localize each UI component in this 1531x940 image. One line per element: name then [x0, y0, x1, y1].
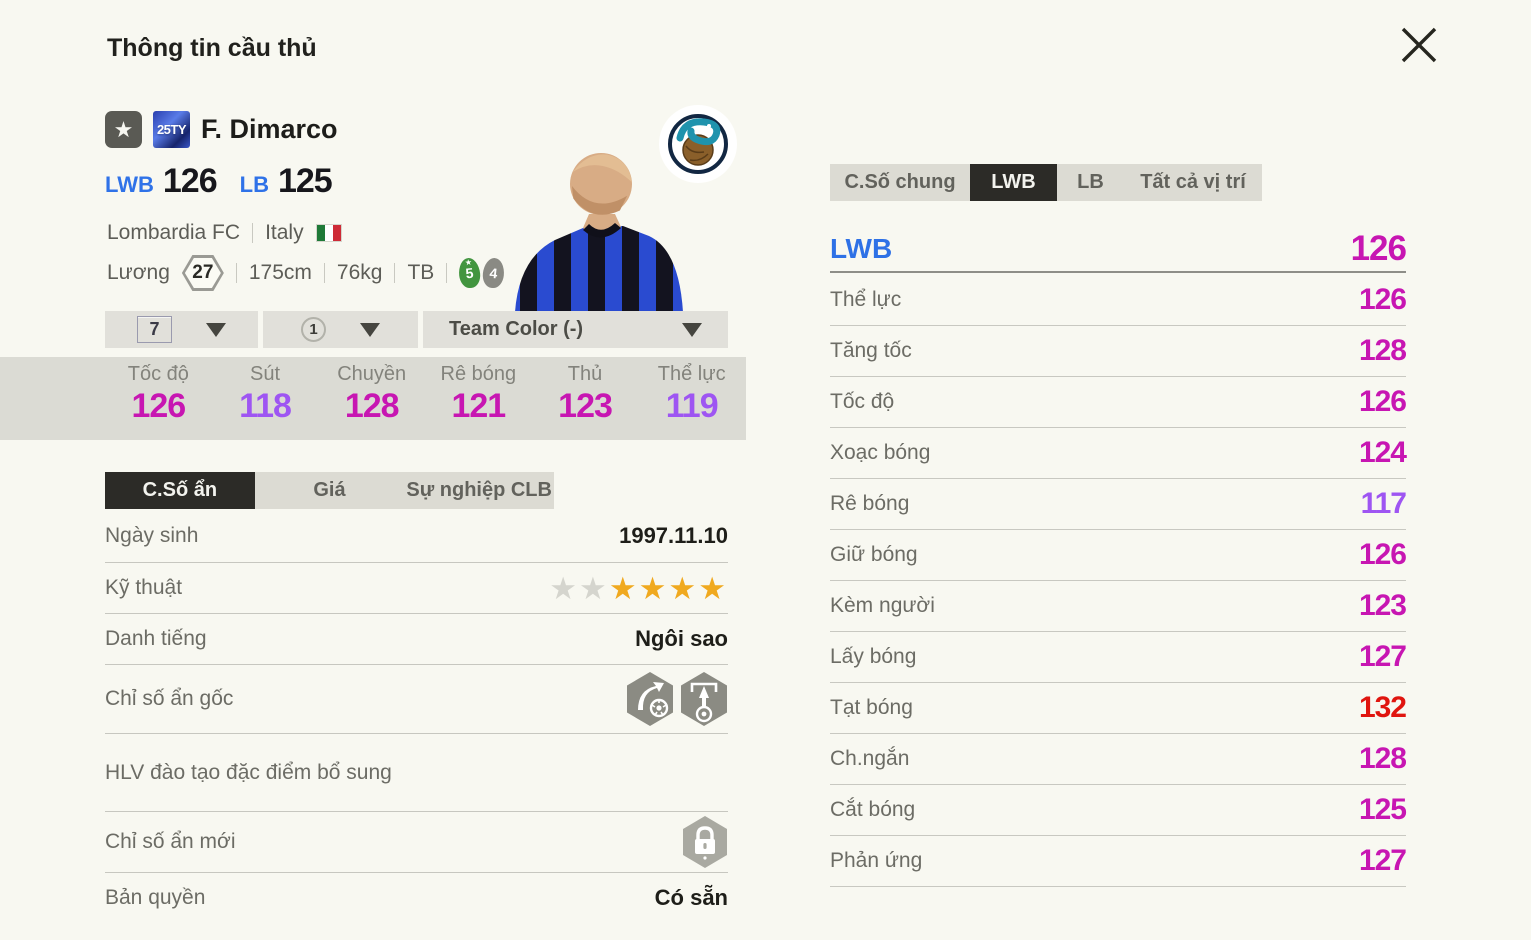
quick-stat: Tốc độ 126: [127, 363, 189, 425]
team-color-dropdown[interactable]: Team Color (-): [423, 311, 728, 348]
details-table: Ngày sinh 1997.11.10 Kỹ thuật ★★★★★★ Dan…: [105, 509, 728, 923]
skill-stars: ★★★★★★: [549, 570, 728, 606]
dropdown-row: 7 1 Team Color (-): [105, 311, 728, 348]
weight-value: 76kg: [336, 261, 383, 284]
season-badge: 25TY: [153, 111, 190, 148]
chevron-down-icon: [682, 322, 702, 337]
detail-row-original-hidden-stats: Chỉ số ẩn gốc: [105, 665, 728, 734]
position-label: LB: [239, 172, 269, 197]
body-type-value: TB: [407, 261, 435, 284]
stat-row: Tạt bóng 132: [830, 683, 1407, 734]
divider: [235, 263, 237, 283]
divider: [323, 263, 325, 283]
jersey-number-dropdown[interactable]: 7: [105, 311, 258, 348]
detail-tabs: C.Số ẩn Giá Sự nghiệp CLB: [105, 472, 554, 509]
stat-row: Cắt bóng 125: [830, 785, 1407, 836]
tab-club-career[interactable]: Sự nghiệp CLB: [406, 479, 552, 501]
close-button[interactable]: [1396, 22, 1442, 68]
tab-lwb[interactable]: LWB: [970, 164, 1057, 201]
salary-badge: 27: [181, 255, 224, 291]
stat-row: Thể lực 126: [830, 275, 1407, 326]
page-title: Thông tin cầu thủ: [107, 34, 317, 62]
detail-row-new-hidden-stats: Chỉ số ẩn mới: [105, 812, 728, 873]
position-stats-table: Thể lực 126 Tăng tốc 128 Tốc độ 126 Xoạc…: [830, 275, 1407, 887]
quick-stat: Thủ 123: [558, 363, 613, 425]
height-value: 175cm: [248, 261, 312, 284]
tab-general-stats[interactable]: C.Số chung: [844, 171, 956, 193]
favorite-star-button[interactable]: ★: [105, 111, 142, 148]
club-row: Lombardia FC Italy: [107, 221, 342, 245]
position-ratings: LWB 126 LB 125: [105, 162, 346, 206]
salary-label: Lương: [107, 261, 170, 284]
jersey-number-value: 7: [137, 316, 172, 343]
quick-stat: Rê bóng 121: [440, 363, 517, 425]
close-icon: [1401, 27, 1437, 63]
stat-row: Rê bóng 117: [830, 479, 1407, 530]
stat-row: Tăng tốc 128: [830, 326, 1407, 377]
tab-all-positions[interactable]: Tất cả vị trí: [1140, 171, 1246, 193]
quick-stat: Thể lực 119: [657, 363, 726, 425]
stat-row: Giữ bóng 126: [830, 530, 1407, 581]
quick-stat: Chuyền 128: [337, 363, 407, 425]
tab-lb[interactable]: LB: [1077, 171, 1104, 193]
club-logo: [658, 104, 738, 189]
position-tabs: C.Số chung LWB LB Tất cả vị trí: [830, 164, 1262, 201]
detail-row-birthdate: Ngày sinh 1997.11.10: [105, 509, 728, 563]
stat-row: Tốc độ 126: [830, 377, 1407, 428]
player-info-row: Lương 27 175cm 76kg TB ★ 5 4: [107, 254, 506, 292]
position-rating: 126: [162, 162, 218, 200]
left-foot-icon: ★ 5: [457, 256, 482, 290]
curved-shot-icon: [627, 672, 673, 726]
player-header: ★ 25TY F. Dimarco: [105, 111, 338, 148]
position-rating: 125: [277, 162, 333, 200]
stat-row: Kèm người 123: [830, 581, 1407, 632]
star-icon: ★: [113, 116, 134, 142]
italy-flag-icon: [315, 224, 342, 242]
detail-row-skill: Kỹ thuật ★★★★★★: [105, 563, 728, 614]
goal-arrow-icon: [681, 672, 727, 726]
nation-name: Italy: [265, 221, 304, 244]
stat-row: Phản ứng 127: [830, 836, 1407, 887]
tab-hidden-stats[interactable]: C.Số ẩn: [105, 472, 255, 509]
foot-ratings: ★ 5 4: [457, 256, 506, 290]
stat-row: Lấy bóng 127: [830, 632, 1407, 683]
detail-row-coach-training: HLV đào tạo đặc điểm bổ sung: [105, 734, 728, 812]
position-stats-header: LWB 126: [830, 226, 1407, 273]
divider: [394, 263, 396, 283]
club-name: Lombardia FC: [107, 221, 241, 244]
selected-position-rating: 126: [1350, 228, 1407, 268]
team-color-value: Team Color (-): [449, 318, 584, 340]
detail-row-license: Bản quyền Có sẵn: [105, 885, 728, 910]
detail-row-reputation: Danh tiếng Ngôi sao: [105, 614, 728, 665]
lock-icon: [683, 816, 727, 868]
quick-stat: Sút 118: [239, 363, 292, 425]
level-dropdown[interactable]: 1: [263, 311, 418, 348]
stat-row: Ch.ngắn 128: [830, 734, 1407, 785]
divider: [446, 263, 448, 283]
tab-price[interactable]: Giá: [313, 479, 346, 501]
stat-row: Xoạc bóng 124: [830, 428, 1407, 479]
position-label: LWB: [105, 172, 154, 197]
chevron-down-icon: [206, 322, 226, 337]
quick-stats-band: Tốc độ 126 Sút 118 Chuyền 128 Rê bóng 12…: [0, 357, 746, 440]
level-value: 1: [301, 317, 326, 342]
player-name: F. Dimarco: [201, 114, 338, 144]
divider: [252, 223, 254, 243]
player-photo: [503, 140, 693, 317]
chevron-down-icon: [360, 322, 380, 337]
selected-position: LWB: [830, 232, 893, 264]
